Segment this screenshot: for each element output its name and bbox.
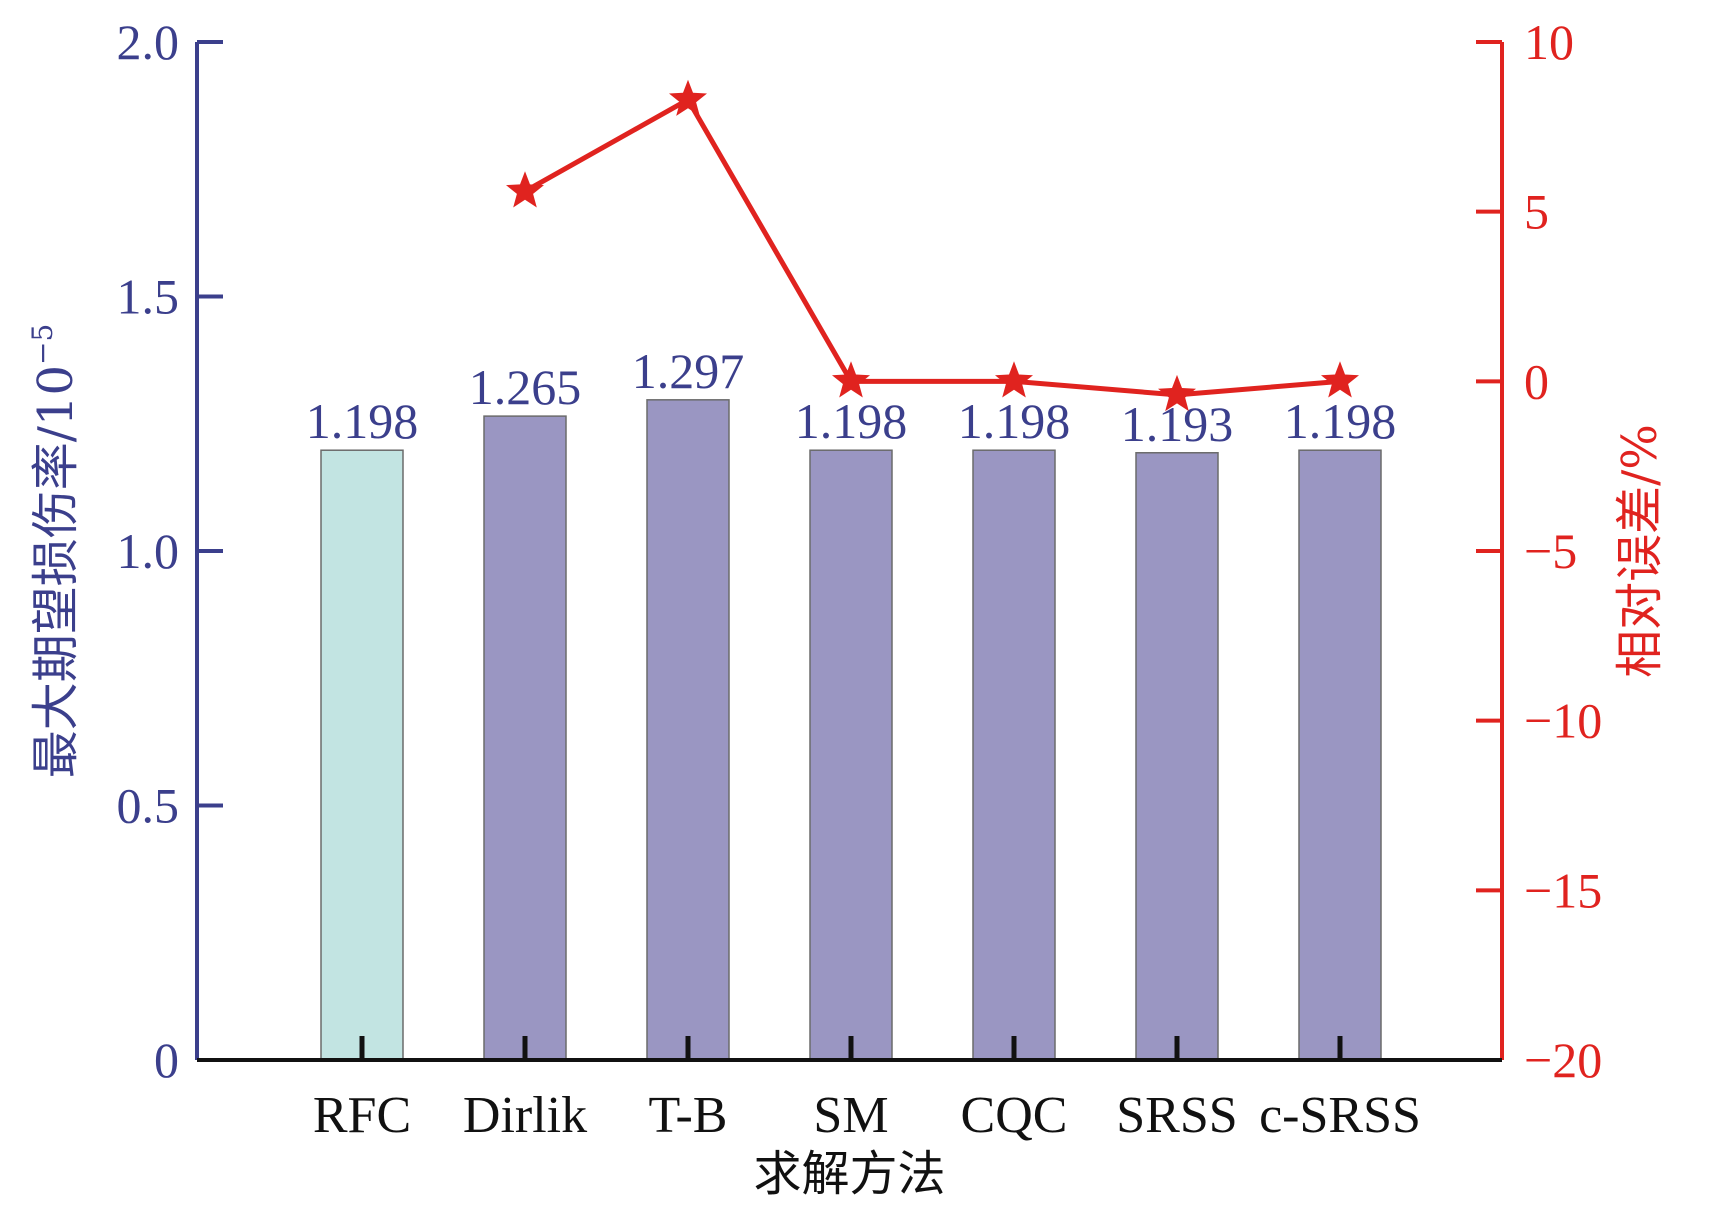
bars-group [320,399,1382,1061]
star-marker [669,79,707,116]
right-tick-label: −20 [1524,1032,1602,1088]
left-tick-label: 1.5 [117,269,180,325]
right-tick-label: 0 [1524,353,1549,409]
x-axis-title: 求解方法 [753,1146,945,1202]
left-tick-label: 0.5 [117,778,180,834]
category-label: T-B [649,1087,728,1144]
left-axis-title: 最大期望损伤率/10−5 [26,324,84,779]
left-tick-label: 1.0 [117,523,180,579]
axes-group: 0 0.5 1.0 1.5 2.0 −20 −15 −10 −5 0 5 10 RFC Dirlik T-B… [117,14,1603,1144]
star-marker [1321,361,1359,398]
category-label: RFC [313,1087,411,1144]
bar-dirlik [483,415,567,1061]
bar-sm [809,449,893,1061]
category-label: SRSS [1116,1087,1237,1144]
star-marker [832,361,870,398]
right-tick-label: −10 [1524,693,1602,749]
data-label: 1.198 [958,393,1071,449]
left-axis-title-exponent: −5 [26,324,59,365]
bar-c-srss [1298,449,1382,1061]
left-axis-title-text: 最大期望损伤率/10 [28,365,84,778]
bar-srss [1135,452,1219,1061]
right-tick-label: −5 [1524,523,1577,579]
right-tick-label: 10 [1524,14,1574,70]
bar-cqc [972,449,1056,1061]
data-label: 1.198 [1284,393,1397,449]
left-tick-label: 2.0 [117,14,180,70]
category-label: Dirlik [463,1087,587,1144]
category-label: CQC [961,1087,1068,1144]
star-marker [995,361,1033,398]
category-label: c-SRSS [1259,1087,1421,1144]
relative-error-line [523,97,1341,398]
left-tick-label: 0 [154,1032,179,1088]
data-label: 1.265 [469,359,582,415]
star-marker [1158,374,1196,412]
right-tick-label: −15 [1524,862,1602,918]
data-label: 1.198 [306,393,419,449]
bar-rfc [320,449,404,1061]
data-label: 1.297 [632,343,745,399]
data-label: 1.193 [1121,396,1234,452]
data-label: 1.198 [795,393,908,449]
data-labels-group: 1.198 1.265 1.297 1.198 1.198 1.193 1.198 [306,343,1397,452]
error-line-group [506,79,1359,412]
bar-t-b [646,399,730,1061]
star-marker [506,171,544,208]
right-axis-title: 相对误差/% [1612,424,1668,678]
right-tick-label: 5 [1524,184,1549,240]
category-label: SM [813,1087,888,1144]
